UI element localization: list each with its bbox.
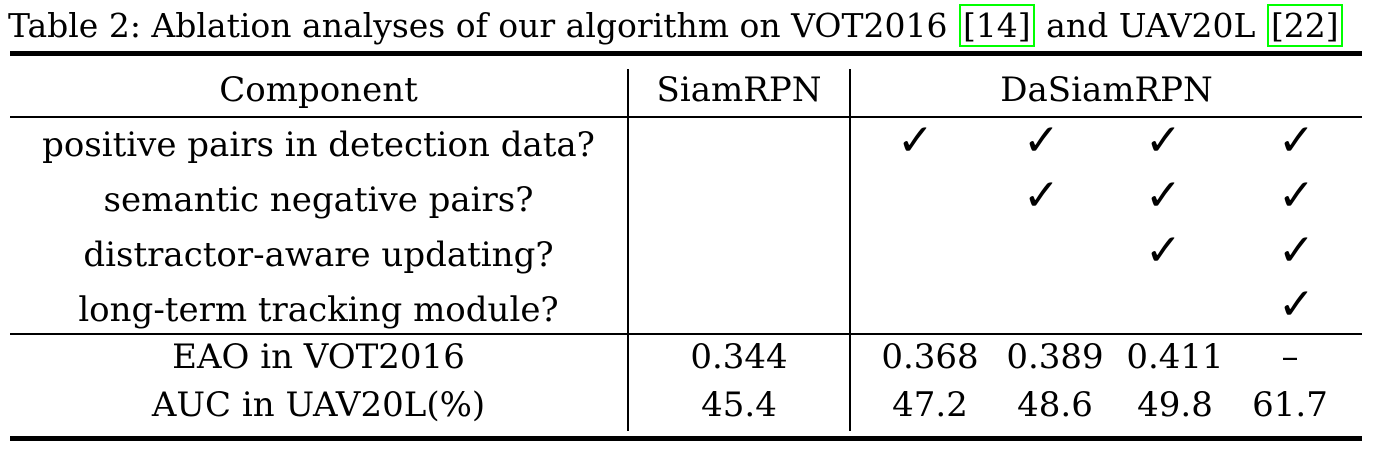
bottom-rule bbox=[10, 436, 1362, 441]
citation-link-14[interactable]: [14] bbox=[958, 4, 1035, 47]
component-label: distractor-aware updating? bbox=[83, 235, 554, 275]
header-rule bbox=[10, 116, 1362, 118]
checkmark-icon: ✓ bbox=[1145, 170, 1182, 221]
header-component: Component bbox=[219, 70, 418, 110]
citation-link-22[interactable]: [22] bbox=[1266, 4, 1343, 47]
checkmark-icon: ✓ bbox=[1278, 170, 1315, 221]
metric-dasiamrpn-value: 0.368 bbox=[881, 337, 979, 377]
column-divider-2 bbox=[849, 69, 851, 431]
caption-text: Table 2: Ablation analyses of our algori… bbox=[8, 6, 958, 45]
metric-label: AUC in UAV20L(%) bbox=[151, 385, 486, 425]
metric-dasiamrpn-value: 49.8 bbox=[1137, 385, 1213, 425]
checkmark-icon: ✓ bbox=[1145, 225, 1182, 276]
metric-dasiamrpn-value: 61.7 bbox=[1252, 385, 1328, 425]
metric-siamrpn-value: 0.344 bbox=[690, 337, 788, 377]
checkmark-icon: ✓ bbox=[1145, 115, 1182, 166]
checkmark-icon: ✓ bbox=[1278, 225, 1315, 276]
component-label: long-term tracking module? bbox=[78, 290, 559, 330]
checkmark-icon: ✓ bbox=[897, 115, 934, 166]
header-dasiamrpn: DaSiamRPN bbox=[1000, 70, 1213, 110]
metric-dasiamrpn-value: 0.389 bbox=[1006, 337, 1104, 377]
header-siamrpn: SiamRPN bbox=[656, 70, 822, 110]
component-label: semantic negative pairs? bbox=[103, 180, 534, 220]
metric-dasiamrpn-value: – bbox=[1281, 337, 1299, 377]
metrics-rule bbox=[10, 333, 1362, 335]
column-divider-1 bbox=[627, 69, 629, 431]
checkmark-icon: ✓ bbox=[1023, 170, 1060, 221]
top-rule bbox=[10, 51, 1362, 56]
metric-dasiamrpn-value: 48.6 bbox=[1017, 385, 1093, 425]
metric-label: EAO in VOT2016 bbox=[172, 337, 465, 377]
checkmark-icon: ✓ bbox=[1278, 115, 1315, 166]
metric-dasiamrpn-value: 0.411 bbox=[1126, 337, 1224, 377]
component-label: positive pairs in detection data? bbox=[42, 125, 595, 165]
metric-siamrpn-value: 45.4 bbox=[701, 385, 777, 425]
checkmark-icon: ✓ bbox=[1023, 115, 1060, 166]
metric-dasiamrpn-value: 47.2 bbox=[892, 385, 968, 425]
table-caption: Table 2: Ablation analyses of our algori… bbox=[8, 4, 1384, 47]
checkmark-icon: ✓ bbox=[1278, 279, 1315, 330]
caption-text-middle: and UAV20L bbox=[1035, 6, 1266, 45]
